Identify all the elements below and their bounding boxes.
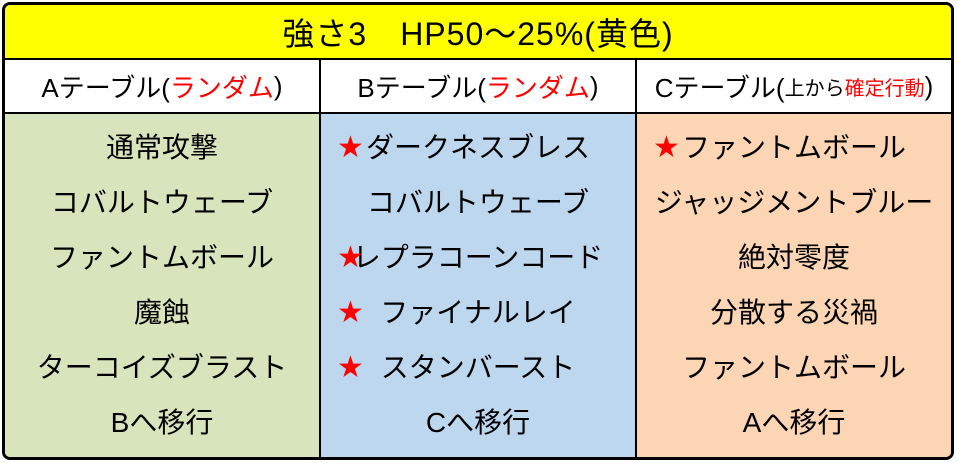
move-name: スタンバースト [380, 352, 576, 384]
header-b-prefix: Bテーブル( [357, 72, 486, 103]
move-item: ★ ダークネスブレス [321, 130, 635, 164]
header-a-prefix: Aテーブル( [41, 72, 170, 103]
move-item: 分散する災禍 [637, 299, 951, 327]
header-a-highlight: ランダム [169, 72, 274, 103]
column-c-moves: ★ ファントムボール ジャッジメントブルー 絶対零度 分散する災禍 ファントムボール Aへ移… [637, 114, 951, 457]
move-item: Bへ移行 [5, 409, 319, 437]
move-item: ★ ファイナルレイ [321, 296, 635, 330]
move-name: コバルトウェーブ [366, 186, 590, 218]
move-name: Aへ移行 [742, 407, 846, 439]
header-c-prefix: Cテーブル( [654, 72, 785, 103]
move-item: ★ レプラコーンコード [321, 240, 635, 274]
move-name: Cへ移行 [425, 407, 531, 439]
star-icon: ★ [337, 130, 364, 164]
move-item: Aへ移行 [637, 409, 951, 437]
move-item: 通常攻撃 [5, 131, 319, 163]
move-name: コバルトウェーブ [50, 186, 274, 218]
move-name: Bへ移行 [110, 407, 214, 439]
move-item: ★ ファントムボール [637, 130, 951, 164]
column-header-c: Cテーブル(上から 確定行動) [637, 60, 951, 112]
move-name: ファントムボール [681, 352, 906, 384]
header-b-highlight: ランダム [485, 72, 590, 103]
move-name: ファントムボール [681, 131, 906, 163]
header-c-note: 上から [784, 77, 845, 100]
move-name: ファントムボール [49, 241, 274, 273]
move-item: 絶対零度 [637, 241, 951, 273]
header-b-suffix: ) [589, 70, 599, 101]
move-item: ターコイズブラスト [5, 354, 319, 382]
column-b-moves: ★ ダークネスブレス コバルトウェーブ ★ レプラコーンコード ★ ファイナルレイ ★ スタンバ… [321, 114, 637, 457]
move-item: 魔蝕 [5, 299, 319, 327]
move-name: ダークネスブレス [365, 131, 590, 163]
table-title: 強さ3 HP50～25%(黄色) [5, 5, 951, 60]
star-icon: ★ [337, 351, 364, 385]
move-item: Cへ移行 [321, 409, 635, 437]
move-name: 分散する災禍 [709, 297, 878, 329]
move-name: ターコイズブラスト [36, 352, 288, 384]
star-icon: ★ [337, 296, 364, 330]
move-name: レプラコーンコード [352, 241, 604, 273]
move-item: ジャッジメントブルー [637, 186, 951, 218]
header-c-highlight: 確定行動 [844, 77, 925, 100]
header-c-suffix: ) [924, 70, 934, 101]
move-item: コバルトウェーブ [321, 186, 635, 218]
move-name: ジャッジメントブルー [654, 186, 934, 218]
table-header-row: Aテーブル(ランダム) Bテーブル(ランダム) Cテーブル(上から 確定行動) [5, 60, 951, 114]
move-name: 魔蝕 [133, 297, 190, 329]
star-icon: ★ [337, 240, 364, 274]
move-name: 通常攻撃 [105, 131, 218, 163]
move-item: ファントムボール [637, 354, 951, 382]
header-a-suffix: ) [273, 70, 283, 101]
move-item: ★ スタンバースト [321, 351, 635, 385]
move-item: ファントムボール [5, 241, 319, 273]
move-name: ファイナルレイ [380, 297, 576, 329]
move-item: コバルトウェーブ [5, 186, 319, 218]
star-icon: ★ [653, 130, 680, 164]
table-body: 通常攻撃 コバルトウェーブ ファントムボール 魔蝕 ターコイズブラスト Bへ移行 ★ ダーク… [5, 114, 951, 457]
column-header-a: Aテーブル(ランダム) [5, 60, 321, 112]
column-header-b: Bテーブル(ランダム) [321, 60, 637, 112]
column-a-moves: 通常攻撃コバルトウェーブ ファントムボール 魔蝕ターコイズブラスト Bへ移行 [5, 114, 321, 457]
move-name: 絶対零度 [737, 241, 850, 273]
